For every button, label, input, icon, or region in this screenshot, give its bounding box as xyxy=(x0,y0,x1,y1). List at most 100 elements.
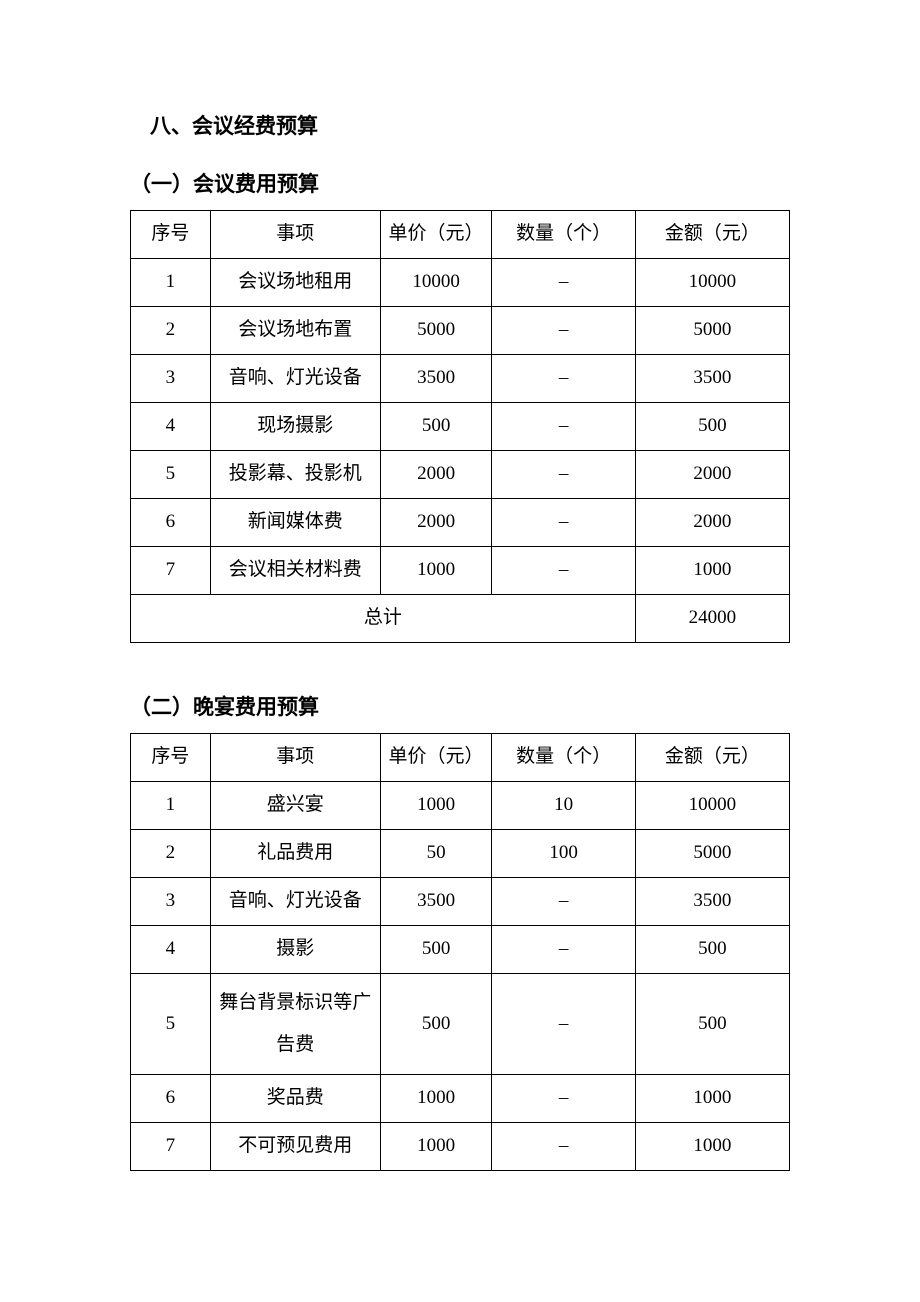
cell-item: 奖品费 xyxy=(210,1074,380,1122)
cell-amount: 1000 xyxy=(635,1074,789,1122)
cell-qty: – xyxy=(492,403,635,451)
table1-title: （一）会议费用预算 xyxy=(130,168,790,198)
cell-price: 10000 xyxy=(380,259,492,307)
table-row: 6 新闻媒体费 2000 – 2000 xyxy=(131,499,790,547)
header-price: 单价（元） xyxy=(380,211,492,259)
cell-seq: 3 xyxy=(131,878,211,926)
table-total-row: 总计 24000 xyxy=(131,595,790,643)
cell-qty: – xyxy=(492,307,635,355)
section-title: 八、会议经费预算 xyxy=(150,110,790,140)
cell-seq: 1 xyxy=(131,782,211,830)
cell-price: 3500 xyxy=(380,878,492,926)
cell-price: 1000 xyxy=(380,782,492,830)
cell-qty: – xyxy=(492,974,635,1075)
cell-price: 1000 xyxy=(380,1074,492,1122)
header-amount: 金额（元） xyxy=(635,734,789,782)
cell-price: 5000 xyxy=(380,307,492,355)
cell-price: 2000 xyxy=(380,451,492,499)
total-label: 总计 xyxy=(131,595,636,643)
budget-table-1: 序号 事项 单价（元） 数量（个） 金额（元） 1 会议场地租用 10000 –… xyxy=(130,210,790,643)
cell-amount: 500 xyxy=(635,403,789,451)
cell-seq: 5 xyxy=(131,451,211,499)
cell-price: 500 xyxy=(380,974,492,1075)
header-item: 事项 xyxy=(210,734,380,782)
cell-item: 盛兴宴 xyxy=(210,782,380,830)
cell-item: 现场摄影 xyxy=(210,403,380,451)
cell-amount: 2000 xyxy=(635,499,789,547)
table-header-row: 序号 事项 单价（元） 数量（个） 金额（元） xyxy=(131,734,790,782)
table-row: 1 会议场地租用 10000 – 10000 xyxy=(131,259,790,307)
cell-item: 会议场地布置 xyxy=(210,307,380,355)
cell-seq: 3 xyxy=(131,355,211,403)
cell-qty: – xyxy=(492,878,635,926)
table-row: 2 会议场地布置 5000 – 5000 xyxy=(131,307,790,355)
cell-item: 投影幕、投影机 xyxy=(210,451,380,499)
cell-qty: – xyxy=(492,547,635,595)
table-row: 5 投影幕、投影机 2000 – 2000 xyxy=(131,451,790,499)
cell-item: 新闻媒体费 xyxy=(210,499,380,547)
cell-price: 500 xyxy=(380,926,492,974)
cell-item: 会议相关材料费 xyxy=(210,547,380,595)
cell-item: 不可预见费用 xyxy=(210,1122,380,1170)
cell-seq: 2 xyxy=(131,307,211,355)
cell-qty: 10 xyxy=(492,782,635,830)
header-qty: 数量（个） xyxy=(492,734,635,782)
cell-seq: 1 xyxy=(131,259,211,307)
cell-seq: 2 xyxy=(131,830,211,878)
cell-amount: 2000 xyxy=(635,451,789,499)
cell-amount: 3500 xyxy=(635,355,789,403)
cell-item: 会议场地租用 xyxy=(210,259,380,307)
table-row: 7 不可预见费用 1000 – 1000 xyxy=(131,1122,790,1170)
header-seq: 序号 xyxy=(131,211,211,259)
cell-item: 音响、灯光设备 xyxy=(210,355,380,403)
table2-title: （二）晚宴费用预算 xyxy=(130,691,790,721)
cell-seq: 7 xyxy=(131,1122,211,1170)
cell-item: 舞台背景标识等广告费 xyxy=(210,974,380,1075)
cell-seq: 6 xyxy=(131,499,211,547)
cell-amount: 500 xyxy=(635,974,789,1075)
cell-amount: 10000 xyxy=(635,782,789,830)
header-price: 单价（元） xyxy=(380,734,492,782)
cell-seq: 4 xyxy=(131,926,211,974)
budget-table-2: 序号 事项 单价（元） 数量（个） 金额（元） 1 盛兴宴 1000 10 10… xyxy=(130,733,790,1171)
cell-item: 音响、灯光设备 xyxy=(210,878,380,926)
cell-qty: 100 xyxy=(492,830,635,878)
cell-price: 500 xyxy=(380,403,492,451)
cell-price: 50 xyxy=(380,830,492,878)
cell-price: 3500 xyxy=(380,355,492,403)
table-row: 5 舞台背景标识等广告费 500 – 500 xyxy=(131,974,790,1075)
cell-qty: – xyxy=(492,1122,635,1170)
header-amount: 金额（元） xyxy=(635,211,789,259)
table-row: 3 音响、灯光设备 3500 – 3500 xyxy=(131,355,790,403)
cell-amount: 5000 xyxy=(635,307,789,355)
cell-item: 礼品费用 xyxy=(210,830,380,878)
cell-qty: – xyxy=(492,926,635,974)
cell-seq: 7 xyxy=(131,547,211,595)
table-row: 4 摄影 500 – 500 xyxy=(131,926,790,974)
table-row: 4 现场摄影 500 – 500 xyxy=(131,403,790,451)
cell-price: 1000 xyxy=(380,1122,492,1170)
cell-seq: 4 xyxy=(131,403,211,451)
table-row: 1 盛兴宴 1000 10 10000 xyxy=(131,782,790,830)
cell-qty: – xyxy=(492,499,635,547)
header-seq: 序号 xyxy=(131,734,211,782)
cell-amount: 10000 xyxy=(635,259,789,307)
header-qty: 数量（个） xyxy=(492,211,635,259)
cell-amount: 1000 xyxy=(635,547,789,595)
cell-price: 1000 xyxy=(380,547,492,595)
cell-seq: 6 xyxy=(131,1074,211,1122)
total-amount: 24000 xyxy=(635,595,789,643)
cell-amount: 500 xyxy=(635,926,789,974)
cell-qty: – xyxy=(492,1074,635,1122)
cell-qty: – xyxy=(492,355,635,403)
cell-price: 2000 xyxy=(380,499,492,547)
cell-seq: 5 xyxy=(131,974,211,1075)
cell-amount: 3500 xyxy=(635,878,789,926)
header-item: 事项 xyxy=(210,211,380,259)
table-row: 7 会议相关材料费 1000 – 1000 xyxy=(131,547,790,595)
table-row: 3 音响、灯光设备 3500 – 3500 xyxy=(131,878,790,926)
cell-qty: – xyxy=(492,451,635,499)
cell-qty: – xyxy=(492,259,635,307)
cell-item: 摄影 xyxy=(210,926,380,974)
cell-amount: 1000 xyxy=(635,1122,789,1170)
